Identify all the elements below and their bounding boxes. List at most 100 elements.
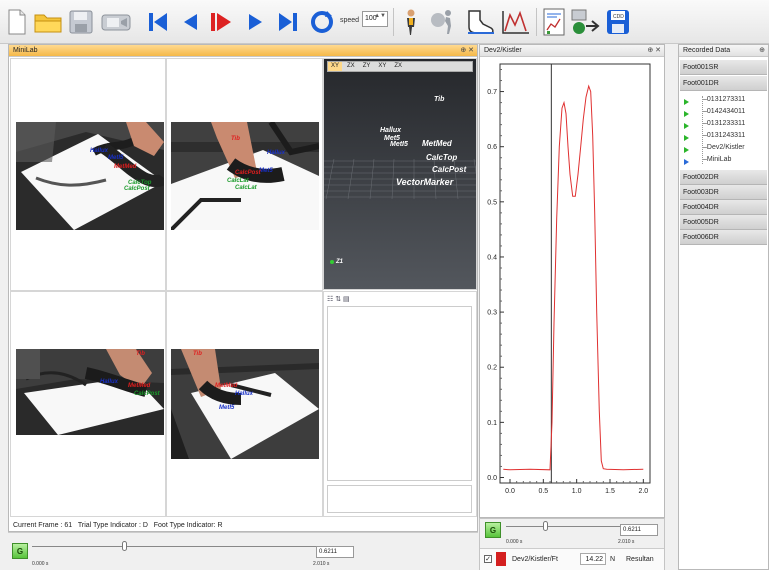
marker-label: CalcPost <box>134 391 160 397</box>
force-series-line <box>503 84 644 471</box>
play-icon[interactable] <box>208 7 234 37</box>
marker-label: MetMed <box>128 383 151 389</box>
group-header[interactable]: Foot002DR <box>680 170 767 185</box>
skip-to-start-icon[interactable] <box>146 7 170 37</box>
tab-xy-2[interactable]: XY <box>378 63 387 69</box>
camera-view-4[interactable]: Tib MetMed Hallux MetI5 <box>166 291 323 517</box>
end-time: 2.010 s <box>313 561 330 567</box>
minilab-title: MiniLab <box>13 47 38 54</box>
marker-label: CalcPost <box>235 170 261 176</box>
camera-view-1[interactable]: Hallux MetI5 MetMed CalcTop CalcPost <box>10 58 166 291</box>
import-device-icon[interactable] <box>570 7 600 37</box>
group-header[interactable]: Foot001DR <box>680 76 767 91</box>
tab-zx[interactable]: ZX <box>347 63 355 69</box>
report-chart-icon[interactable] <box>540 7 568 37</box>
spin-arrows-icon[interactable]: ▲▼ <box>374 13 386 19</box>
camera-view-2[interactable]: Tib Hallux Met5 CalcPost CalcLat CalcLat <box>166 58 323 291</box>
save-disk-icon[interactable] <box>68 7 94 37</box>
timeline-knob[interactable] <box>121 541 127 551</box>
person-standing-icon[interactable] <box>398 7 424 37</box>
tab-zy[interactable]: ZY <box>362 63 371 69</box>
go-button[interactable]: G <box>485 522 501 538</box>
sort-categorized-icon[interactable]: ☷ ⇅ ▤ <box>327 296 350 303</box>
kistler-title: Dev2/Kistler <box>484 47 522 54</box>
camera-icon[interactable] <box>100 7 132 37</box>
person-walking-icon[interactable] <box>428 7 456 37</box>
marker-label: Tib <box>231 136 240 142</box>
loop-icon[interactable] <box>308 7 336 37</box>
x-tick-label: 2.0 <box>638 488 648 495</box>
channel-value: 14.22 <box>580 553 606 565</box>
step-back-icon[interactable] <box>180 7 200 37</box>
y-tick-label: 0.3 <box>487 310 497 317</box>
group-header[interactable]: Foot001SR <box>680 60 767 75</box>
3d-viewport[interactable]: XY ZX ZY XY ZX Tib Hallux MetMed MetI5 M… <box>323 58 477 290</box>
foot-outline-icon[interactable] <box>464 7 496 37</box>
load-arrow-icon[interactable] <box>684 147 689 153</box>
current-frame-value: 61 <box>64 522 73 529</box>
tree-item[interactable]: –0142434011 <box>703 108 746 115</box>
channel-label: Dev2/Kistler/Ft <box>512 556 558 563</box>
kistler-title-bar: Dev2/Kistler ⊕ ✕ <box>480 45 664 57</box>
marker-label: MetI5 <box>108 155 124 161</box>
timeline-knob[interactable] <box>543 521 549 531</box>
property-description <box>327 485 472 513</box>
load-arrow-icon[interactable] <box>684 123 689 129</box>
speed-label: speed <box>340 17 360 24</box>
tree-item[interactable]: –0131273311 <box>703 96 746 103</box>
load-arrow-icon[interactable] <box>684 159 689 165</box>
marker-label-3d: MetI5 <box>390 141 408 148</box>
marker-label: Hallux <box>235 391 254 397</box>
step-forward-icon[interactable] <box>246 7 266 37</box>
open-folder-icon[interactable] <box>33 7 63 37</box>
marker-label: Hallux <box>267 150 286 156</box>
y-tick-label: 0.0 <box>487 475 497 482</box>
group-header[interactable]: Foot004DR <box>680 200 767 215</box>
x-tick-label: 0.5 <box>538 488 548 495</box>
time-spinbox[interactable]: 0.6211 <box>620 524 658 536</box>
tree-item[interactable]: –0131233311 <box>703 120 746 127</box>
channel-checkbox[interactable]: ✓ <box>484 555 492 563</box>
tree-item[interactable]: –Dev2/Kistler <box>703 144 745 151</box>
y-tick-label: 0.7 <box>487 89 497 96</box>
recorded-title-bar: Recorded Data ⊕ <box>679 45 768 57</box>
timeline-track[interactable] <box>506 526 656 527</box>
marker-label: Hallux <box>90 148 109 154</box>
trial-tree: –0131273311 –0142434011 –0131233311 –013… <box>679 92 768 172</box>
go-button[interactable]: G <box>12 543 28 559</box>
y-tick-label: 0.4 <box>487 254 497 261</box>
group-header[interactable]: Foot005DR <box>680 215 767 230</box>
start-time: 0.000 s <box>506 539 523 545</box>
skip-to-end-icon[interactable] <box>276 7 300 37</box>
load-arrow-icon[interactable] <box>684 111 689 117</box>
save-dcm-icon[interactable]: CDD <box>604 7 632 37</box>
y-tick-label: 0.5 <box>487 199 497 206</box>
pressure-curve-icon[interactable] <box>500 7 532 37</box>
panel-controls[interactable]: ⊕ <box>759 47 765 54</box>
load-arrow-icon[interactable] <box>684 99 689 105</box>
y-tick-label: 0.1 <box>487 420 497 427</box>
speed-stepper[interactable]: 100 ▲▼ <box>362 11 388 27</box>
group-header[interactable]: Foot003DR <box>680 185 767 200</box>
marker-label-3d: Met5 <box>384 135 400 142</box>
panel-controls[interactable]: ⊕ ✕ <box>460 47 474 54</box>
marker-label-3d: Hallux <box>380 127 402 134</box>
tree-item[interactable]: –0131243311 <box>703 132 746 139</box>
panel-controls[interactable]: ⊕ ✕ <box>647 47 661 54</box>
load-arrow-icon[interactable] <box>684 135 689 141</box>
marker-label: CalcTop <box>128 180 152 186</box>
tab-zx-2[interactable]: ZX <box>394 63 403 69</box>
camera-image-4: Tib MetMed Hallux MetI5 <box>171 349 319 459</box>
time-spinbox[interactable]: 0.6211 <box>316 546 354 558</box>
start-time: 0.000 s <box>32 561 49 567</box>
force-chart[interactable]: 0.0 0.1 0.2 0.3 0.4 0.5 0.6 0.7 0.0 0.5 1.0 1.5 2.0 <box>480 58 664 516</box>
timeline-track[interactable] <box>32 546 352 547</box>
marker-label: Hallux <box>100 379 119 385</box>
properties-panel: ☷ ⇅ ▤ <box>323 291 477 517</box>
minilab-title-bar: MiniLab ⊕ ✕ <box>9 45 477 57</box>
group-header[interactable]: Foot006DR <box>680 230 767 245</box>
new-icon[interactable] <box>6 7 28 37</box>
tree-item[interactable]: –MiniLab <box>703 156 732 163</box>
camera-view-3[interactable]: Tib Hallux MetMed CalcPost <box>10 291 166 517</box>
tab-xy[interactable]: XY <box>328 62 343 71</box>
